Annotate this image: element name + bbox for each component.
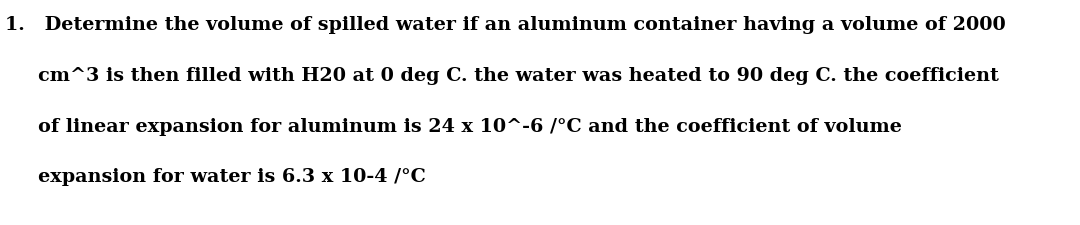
Text: expansion for water is 6.3 x 10-4 /°C: expansion for water is 6.3 x 10-4 /°C (5, 168, 427, 186)
Text: of linear expansion for aluminum is 24 x 10^-6 /°C and the coefficient of volume: of linear expansion for aluminum is 24 x… (5, 117, 902, 135)
Text: cm^3 is then filled with H20 at 0 deg C. the water was heated to 90 deg C. the c: cm^3 is then filled with H20 at 0 deg C.… (5, 66, 999, 84)
Text: 1.   Determine the volume of spilled water if an aluminum container having a vol: 1. Determine the volume of spilled water… (5, 16, 1007, 34)
